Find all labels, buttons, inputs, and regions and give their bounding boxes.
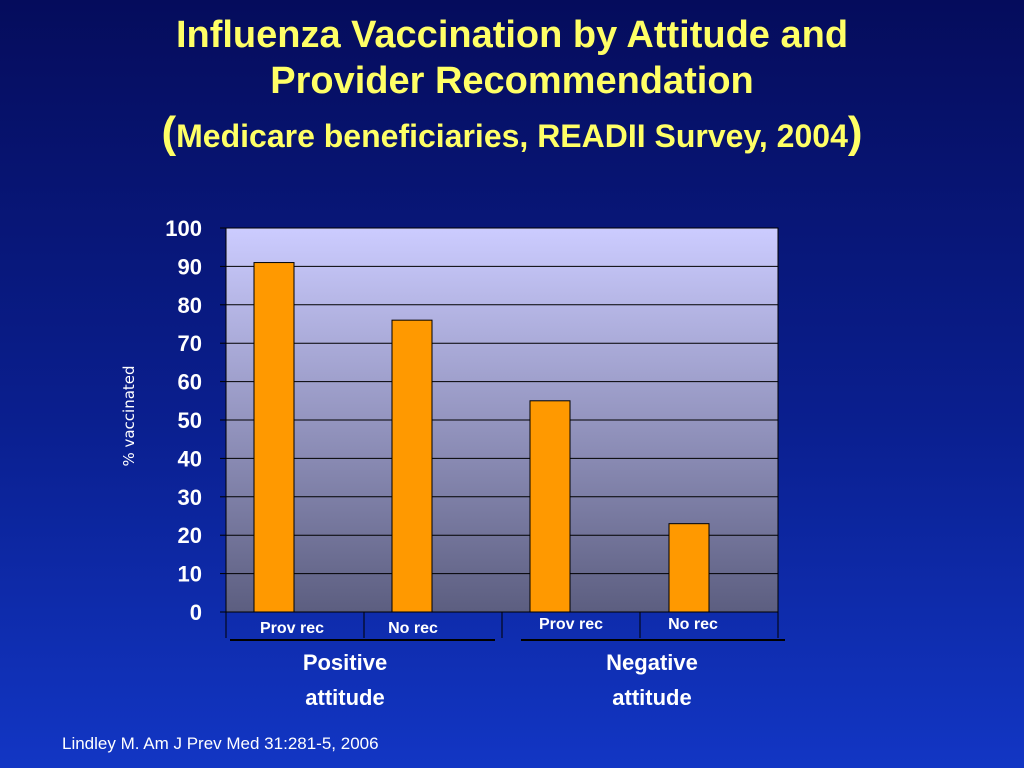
bar-2 <box>391 319 433 613</box>
y-tick-label: 60 <box>178 370 202 395</box>
y-tick-label: 10 <box>178 562 202 587</box>
y-axis-label: % vaccinated <box>120 365 138 466</box>
bars <box>253 262 710 613</box>
category-labels: Prov rec No rec Prov rec No rec <box>225 612 779 638</box>
category-label: Prov rec <box>260 620 324 637</box>
subtitle-open-paren: ( <box>161 108 177 157</box>
y-tick-label: 90 <box>178 254 202 279</box>
bar-3 <box>529 400 571 613</box>
y-tick-label: 100 <box>165 216 202 241</box>
group-label-line1: Negative <box>606 650 698 675</box>
category-label: No rec <box>388 620 438 637</box>
group-labels: Positive attitude Negative attitude <box>230 639 785 710</box>
y-tick-label: 20 <box>178 523 202 548</box>
title-line-2: Provider Recommendation <box>270 60 754 102</box>
group-label-line1: Positive <box>303 650 387 675</box>
category-label: Prov rec <box>539 616 603 633</box>
bar-1 <box>253 262 295 613</box>
category-label: No rec <box>668 616 718 633</box>
title-line-1: Influenza Vaccination by Attitude and <box>175 14 849 56</box>
y-tick-label: 30 <box>178 485 202 510</box>
title-subtitle: (Medicare beneficiaries, READII Survey, … <box>0 108 1024 161</box>
y-tick-label: 50 <box>178 408 202 433</box>
bar-4 <box>668 523 710 613</box>
group-label-line2: attitude <box>612 685 691 710</box>
y-tick-label: 0 <box>190 600 202 625</box>
y-tick-labels: 0 10 20 30 40 50 60 70 80 90 100 <box>165 216 202 625</box>
group-label-line2: attitude <box>305 685 384 710</box>
y-tick-label: 40 <box>178 446 202 471</box>
subtitle-close-paren: ) <box>847 108 863 157</box>
source-citation: Lindley M. Am J Prev Med 31:281-5, 2006 <box>62 734 379 753</box>
y-tick-label: 70 <box>178 331 202 356</box>
subtitle-text: Medicare beneficiaries, READII Survey, 2… <box>176 118 848 154</box>
y-tick-label: 80 <box>178 293 202 318</box>
